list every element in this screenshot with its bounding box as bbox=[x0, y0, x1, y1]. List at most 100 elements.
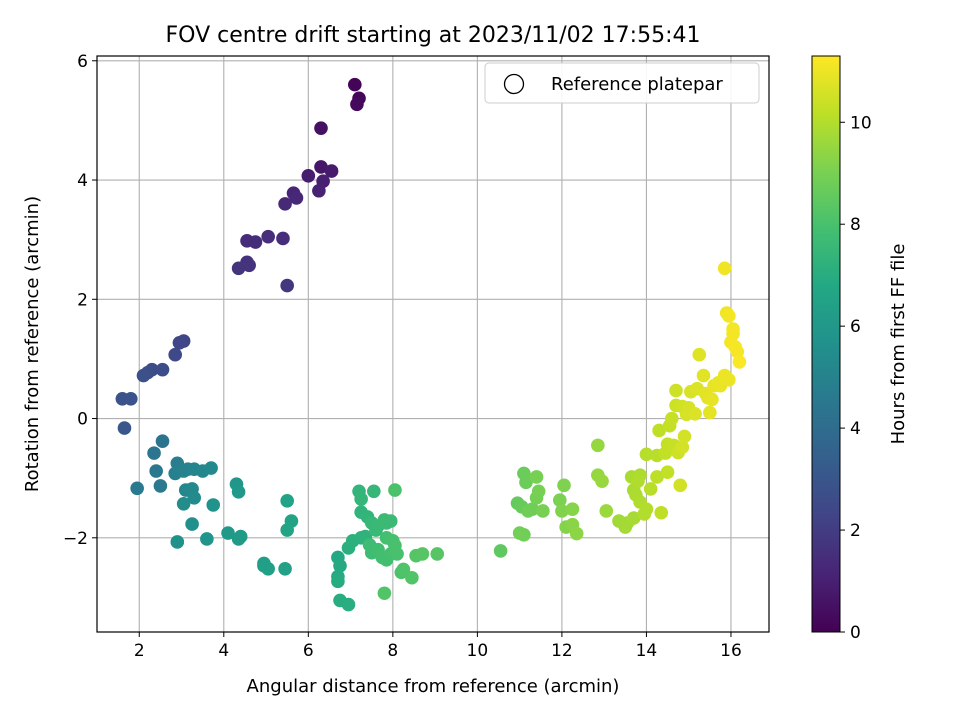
data-point bbox=[569, 526, 584, 541]
y-axis-label: Rotation from reference (arcmin) bbox=[22, 196, 43, 492]
data-point bbox=[660, 465, 675, 479]
data-point bbox=[276, 231, 290, 246]
data-point bbox=[314, 160, 328, 174]
grid-lines bbox=[97, 56, 769, 632]
data-point bbox=[130, 481, 144, 496]
colorbar-tick-label: 4 bbox=[850, 419, 861, 439]
data-point bbox=[536, 504, 550, 518]
data-point bbox=[650, 470, 664, 484]
data-point bbox=[675, 440, 690, 454]
colorbar-ticks: 0 2 4 6 8 10 bbox=[840, 113, 872, 643]
legend: Reference platepar bbox=[484, 62, 760, 104]
x-tick-label: 4 bbox=[218, 641, 229, 661]
data-point bbox=[314, 121, 328, 135]
data-point bbox=[519, 475, 533, 490]
data-point bbox=[557, 478, 571, 493]
data-point bbox=[529, 470, 544, 484]
data-point bbox=[354, 492, 368, 506]
data-point bbox=[170, 535, 185, 549]
data-point bbox=[280, 494, 294, 508]
x-tick-label: 12 bbox=[551, 641, 573, 661]
data-point bbox=[117, 421, 132, 435]
data-point bbox=[231, 261, 246, 276]
data-point bbox=[705, 392, 719, 407]
data-point bbox=[692, 347, 707, 362]
y-axis-ticks: −2 0 2 4 6 bbox=[63, 52, 97, 549]
data-point bbox=[396, 562, 411, 577]
x-tick-label: 10 bbox=[467, 641, 489, 661]
data-points bbox=[115, 77, 747, 612]
legend-label: Reference platepar bbox=[551, 74, 723, 95]
legend-box bbox=[484, 62, 760, 104]
data-point bbox=[187, 491, 202, 505]
data-point bbox=[677, 429, 692, 444]
data-point bbox=[147, 446, 161, 460]
data-point bbox=[185, 517, 199, 531]
data-point bbox=[221, 526, 235, 540]
data-point bbox=[280, 278, 294, 293]
x-tick-label: 2 bbox=[134, 641, 145, 661]
x-tick-label: 6 bbox=[303, 641, 314, 661]
data-point bbox=[730, 344, 745, 359]
x-axis-label: Angular distance from reference (arcmin) bbox=[247, 676, 620, 697]
data-point bbox=[415, 547, 430, 561]
data-point bbox=[341, 597, 356, 612]
data-point bbox=[722, 372, 736, 387]
y-tick-label: 4 bbox=[77, 171, 88, 191]
data-point bbox=[390, 547, 404, 561]
data-point bbox=[631, 474, 645, 488]
colorbar: 0 2 4 6 8 10 Hours from first FF file bbox=[811, 55, 909, 643]
x-tick-label: 14 bbox=[636, 641, 658, 661]
data-point bbox=[155, 362, 170, 377]
data-point bbox=[233, 529, 248, 544]
colorbar-tick-label: 8 bbox=[850, 215, 861, 235]
data-point bbox=[599, 504, 614, 518]
data-point bbox=[531, 484, 546, 499]
data-point bbox=[377, 586, 392, 601]
data-point bbox=[717, 261, 732, 276]
data-point bbox=[639, 447, 654, 462]
data-point bbox=[136, 368, 151, 383]
data-point bbox=[242, 258, 256, 273]
data-point bbox=[565, 502, 580, 516]
data-point bbox=[696, 368, 711, 383]
data-point bbox=[261, 561, 275, 576]
data-point bbox=[333, 559, 347, 573]
colorbar-tick-label: 6 bbox=[850, 317, 861, 337]
data-point bbox=[153, 479, 168, 493]
data-point bbox=[654, 505, 669, 520]
data-point bbox=[261, 229, 275, 244]
data-point bbox=[669, 383, 683, 398]
data-point bbox=[732, 355, 747, 369]
data-point bbox=[703, 405, 717, 420]
data-point bbox=[324, 164, 339, 178]
data-point bbox=[204, 461, 218, 475]
data-point bbox=[722, 309, 736, 323]
colorbar-tick-label: 2 bbox=[850, 521, 861, 541]
data-point bbox=[652, 423, 666, 438]
data-point bbox=[383, 514, 398, 528]
data-point bbox=[595, 474, 609, 488]
data-point bbox=[149, 464, 163, 478]
data-point bbox=[673, 478, 688, 493]
colorbar-gradient bbox=[811, 55, 841, 633]
colorbar-tick-label: 10 bbox=[850, 113, 872, 133]
data-point bbox=[664, 411, 679, 426]
data-point bbox=[388, 483, 402, 497]
data-point bbox=[430, 547, 445, 561]
data-point bbox=[525, 502, 540, 516]
data-point bbox=[555, 504, 569, 518]
data-point bbox=[552, 493, 567, 508]
data-point bbox=[331, 574, 345, 589]
data-point bbox=[231, 485, 246, 499]
data-point bbox=[517, 528, 531, 542]
data-point bbox=[278, 197, 292, 211]
data-point bbox=[172, 336, 187, 350]
data-point bbox=[367, 484, 381, 499]
data-point bbox=[350, 97, 364, 112]
plot-frame bbox=[96, 55, 770, 633]
data-point bbox=[280, 523, 294, 537]
colorbar-label: Hours from first FF file bbox=[888, 244, 909, 445]
legend-marker-open-circle bbox=[503, 73, 525, 95]
